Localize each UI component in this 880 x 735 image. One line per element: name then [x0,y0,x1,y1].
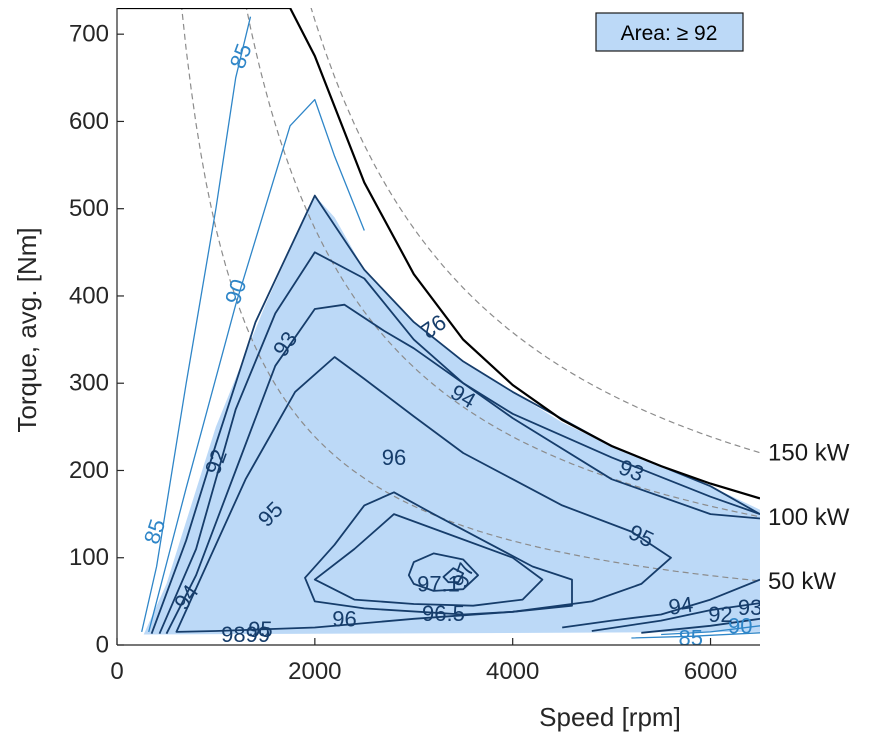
efficiency-area-region [143,195,760,635]
contour-line-94 [165,303,760,635]
contour-line-97.1 [442,567,465,584]
power-label-50kw: 50 kW [768,568,836,595]
contour-line-94 [562,578,760,629]
axes: 0 2000 4000 6000 0 100 200 300 400 500 600 700 150 k… [69,8,850,685]
y-tick-label: 100 [69,544,109,571]
contour-line-85 [141,16,252,633]
contour-line-97 [407,552,479,592]
y-tick-label: 200 [69,457,109,484]
contour-line-90 [148,98,365,633]
legend-box [595,12,744,52]
y-tick-label: 700 [69,21,109,48]
contour-label-95: 95 [248,617,272,642]
contour-label-96: 96 [332,606,356,631]
legend-text: Area: ≥ 92 [621,22,718,45]
power-curve-150kw [310,8,760,454]
contour-label-85: 85 [679,626,703,651]
contour-line-96 [304,491,573,616]
y-tick-label: 500 [69,195,109,222]
contour-line-95 [175,356,672,633]
power-label-100kw: 100 kW [768,504,850,531]
legend: Area: ≥ 92 [595,12,744,52]
contour-label-96: 96 [382,445,406,470]
contour-line-90 [661,625,760,636]
contour-line-93 [158,251,760,635]
x-tick-label: 6000 [684,658,737,685]
x-tick-label: 2000 [288,658,341,685]
torque-envelope-line [117,8,760,500]
y-axis-label: Torque, avg. [Nm] [12,227,42,432]
contour-label-92: 92 [708,602,732,627]
y-tick-label: 600 [69,108,109,135]
contour-label-90: 90 [728,613,752,638]
x-tick-label: 4000 [486,658,539,685]
contour-line-85 [631,632,760,639]
contour-line-96.5 [313,513,544,607]
y-tick-label: 400 [69,282,109,309]
contour-label-96.5: 96.5 [422,601,465,626]
contour-label-9899: 9899 [221,622,270,647]
y-tick-label: 0 [96,632,109,659]
contour-line-92 [641,617,760,634]
contour-line-93 [591,602,760,632]
contour-label-93: 93 [738,595,762,620]
x-tick-label: 0 [110,658,123,685]
contour-label-94: 94 [667,592,695,620]
x-axis-label: Speed [rpm] [539,702,681,732]
power-label-150kw: 150 kW [768,440,850,467]
y-tick-label: 300 [69,370,109,397]
contour-label-97.1: 97.1 [417,571,460,596]
power-curve-50kw [181,8,760,582]
